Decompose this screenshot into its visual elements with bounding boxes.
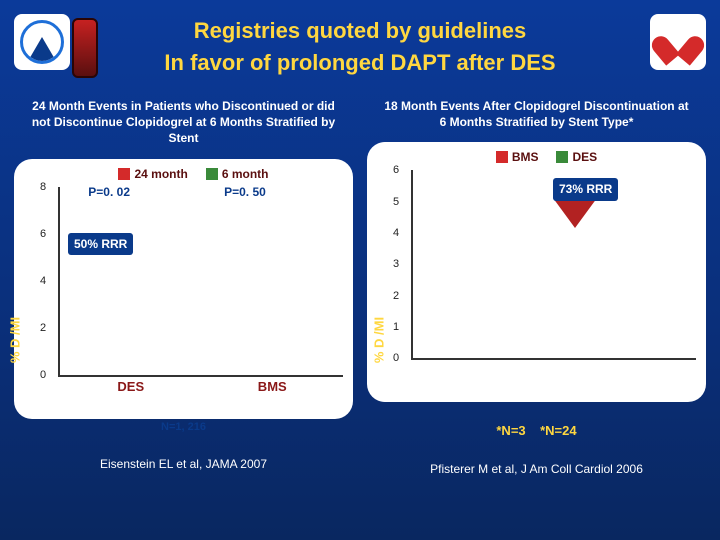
legend-swatch bbox=[556, 151, 568, 163]
left-chart-card: 24 month 6 month P=0. 02 P=0. 50 50% RRR… bbox=[14, 159, 353, 419]
left-legend: 24 month 6 month bbox=[44, 167, 343, 181]
title-line-2: In favor of prolonged DAPT after DES bbox=[80, 50, 640, 76]
bar-n-label: 579 bbox=[145, 361, 162, 372]
bar-groups: 244 499 bbox=[413, 170, 696, 358]
citation: Eisenstein EL et al, JAMA 2007 bbox=[14, 457, 353, 471]
n-total: N=1, 216 bbox=[14, 421, 353, 433]
legend-swatch bbox=[496, 151, 508, 163]
legend-item: 24 month bbox=[118, 167, 187, 181]
y-axis-label: % D /MI bbox=[8, 317, 23, 363]
title-line-1: Registries quoted by guidelines bbox=[80, 18, 640, 44]
footnote-row: *N=3 *N=24 bbox=[367, 423, 706, 438]
panels-row: 24 Month Events in Patients who Disconti… bbox=[0, 86, 720, 419]
right-legend: BMS DES bbox=[397, 150, 696, 164]
right-chart: 73% RRR 244499 0123456 bbox=[411, 170, 696, 360]
footer-row: N=1, 216 Eisenstein EL et al, JAMA 2007 … bbox=[0, 419, 720, 476]
footnote: *N=3 bbox=[496, 423, 525, 438]
mountain-icon bbox=[20, 20, 64, 64]
switch-icon bbox=[72, 18, 98, 78]
right-panel: 18 Month Events After Clopidogrel Discon… bbox=[367, 92, 706, 419]
bar-n-label: 244 bbox=[491, 344, 508, 355]
legend-item: DES bbox=[556, 150, 597, 164]
legend-item: 6 month bbox=[206, 167, 269, 181]
legend-swatch bbox=[206, 168, 218, 180]
right-footer: *N=3 *N=24 Pfisterer M et al, J Am Coll … bbox=[367, 419, 706, 476]
right-panel-title: 18 Month Events After Clopidogrel Discon… bbox=[367, 92, 706, 142]
citation: Pfisterer M et al, J Am Coll Cardiol 200… bbox=[367, 462, 706, 476]
bar-groups: 637579DES4171, 976BMS bbox=[60, 187, 343, 375]
y-axis-label: % D /MI bbox=[371, 317, 386, 363]
bar-n-label: 637 bbox=[99, 361, 116, 372]
left-footer: N=1, 216 Eisenstein EL et al, JAMA 2007 bbox=[14, 419, 353, 476]
bar-n-label: 1, 976 bbox=[286, 350, 304, 372]
slide-header: Registries quoted by guidelines In favor… bbox=[0, 0, 720, 86]
x-category-label: BMS bbox=[258, 379, 287, 394]
left-chart: P=0. 02 P=0. 50 50% RRR 637579DES4171, 9… bbox=[58, 187, 343, 377]
legend-item: BMS bbox=[496, 150, 539, 164]
arctic-logo-badge bbox=[14, 14, 70, 70]
footnote: *N=24 bbox=[540, 423, 577, 438]
right-chart-card: BMS DES 73% RRR 244499 0123456 bbox=[367, 142, 706, 402]
heart-icon bbox=[660, 24, 696, 60]
action-logo-badge bbox=[650, 14, 706, 70]
x-category-label: DES bbox=[117, 379, 144, 394]
bar-n-label: 499 bbox=[601, 344, 618, 355]
left-panel: 24 Month Events in Patients who Disconti… bbox=[14, 92, 353, 419]
legend-swatch bbox=[118, 168, 130, 180]
left-panel-title: 24 Month Events in Patients who Disconti… bbox=[14, 92, 353, 159]
bar-n-label: 417 bbox=[241, 361, 258, 372]
